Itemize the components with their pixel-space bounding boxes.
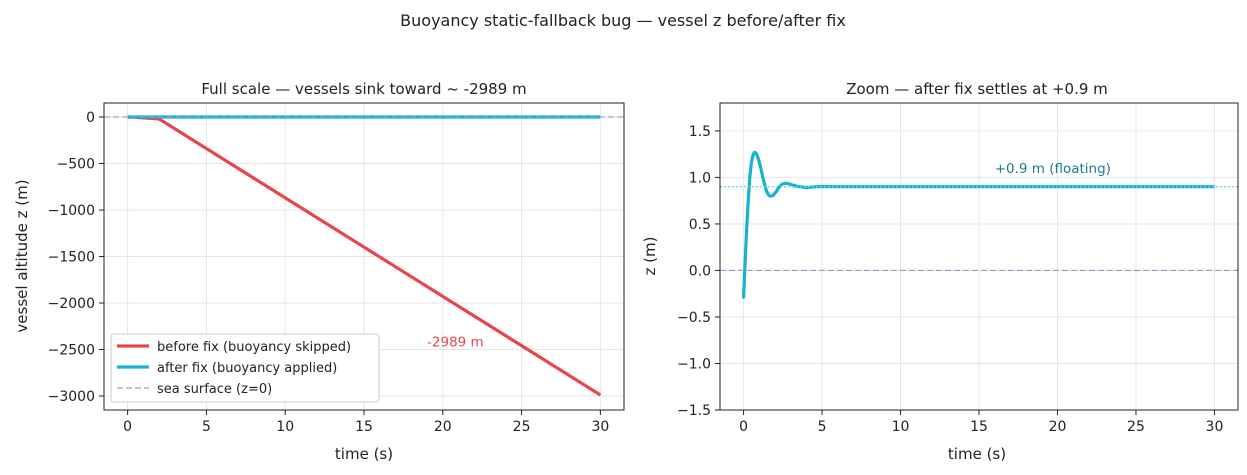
right-chart-title: Zoom — after fix settles at +0.9 m: [846, 80, 1108, 98]
left-axes: Full scale — vessels sink toward ~ -2989…: [13, 80, 625, 463]
right-x-tick-label: 25: [1127, 419, 1145, 435]
right-x-tick-label: 0: [739, 419, 748, 435]
left-x-tick-label: 15: [355, 419, 373, 435]
right-x-tick-label: 30: [1206, 419, 1224, 435]
right-y-axis-label: z (m): [641, 237, 659, 276]
left-chart-title: Full scale — vessels sink toward ~ -2989…: [201, 80, 526, 98]
left-x-tick-label: 5: [202, 419, 211, 435]
left-y-tick-label: −1000: [48, 203, 95, 219]
right-x-tick-label: 15: [970, 419, 988, 435]
left-y-tick-label: −500: [57, 156, 95, 172]
legend-box: [110, 333, 380, 403]
left-x-tick-label: 10: [276, 419, 294, 435]
right-y-tick-label: 1.0: [689, 170, 711, 186]
legend-label-after: after fix (buoyancy applied): [157, 361, 337, 376]
right-y-tick-label: 1.5: [689, 124, 711, 140]
right-x-tick-label: 20: [1049, 419, 1067, 435]
left-x-tick-label: 30: [591, 419, 609, 435]
right-y-tick-label: −0.5: [677, 310, 711, 326]
right-x-axis-label: time (s): [948, 445, 1006, 463]
right-y-tick-label: −1.5: [677, 403, 711, 419]
left-y-tick-label: −2500: [48, 343, 95, 359]
right-series-after: [741, 150, 1215, 299]
left-y-tick-label: −3000: [48, 389, 95, 405]
left-y-axis-label: vessel altitude z (m): [13, 179, 31, 332]
left-x-tick-label: 0: [123, 419, 132, 435]
figure-suptitle: Buoyancy static-fallback bug — vessel z …: [400, 11, 846, 30]
left-y-tick-label: −2000: [48, 296, 95, 312]
right-y-tick-label: 0.0: [689, 263, 711, 279]
right-y-tick-label: 0.5: [689, 217, 711, 233]
legend: before fix (buoyancy skipped) after fix (…: [110, 333, 380, 403]
left-x-axis-label: time (s): [335, 445, 393, 463]
right-axes: Zoom — after fix settles at +0.9 m time …: [641, 80, 1239, 463]
left-annotation: -2989 m: [427, 335, 484, 351]
left-y-tick-label: −1500: [48, 250, 95, 266]
right-annotation: +0.9 m (floating): [995, 161, 1111, 177]
right-y-tick-label: −1.0: [677, 356, 711, 372]
left-x-tick-label: 25: [513, 419, 531, 435]
right-x-tick-label: 5: [818, 419, 827, 435]
right-x-tick-label: 10: [892, 419, 910, 435]
legend-label-sea: sea surface (z=0): [157, 382, 272, 397]
legend-label-before: before fix (buoyancy skipped): [157, 340, 351, 355]
left-y-tick-label: 0: [86, 110, 95, 126]
left-x-tick-label: 20: [434, 419, 452, 435]
